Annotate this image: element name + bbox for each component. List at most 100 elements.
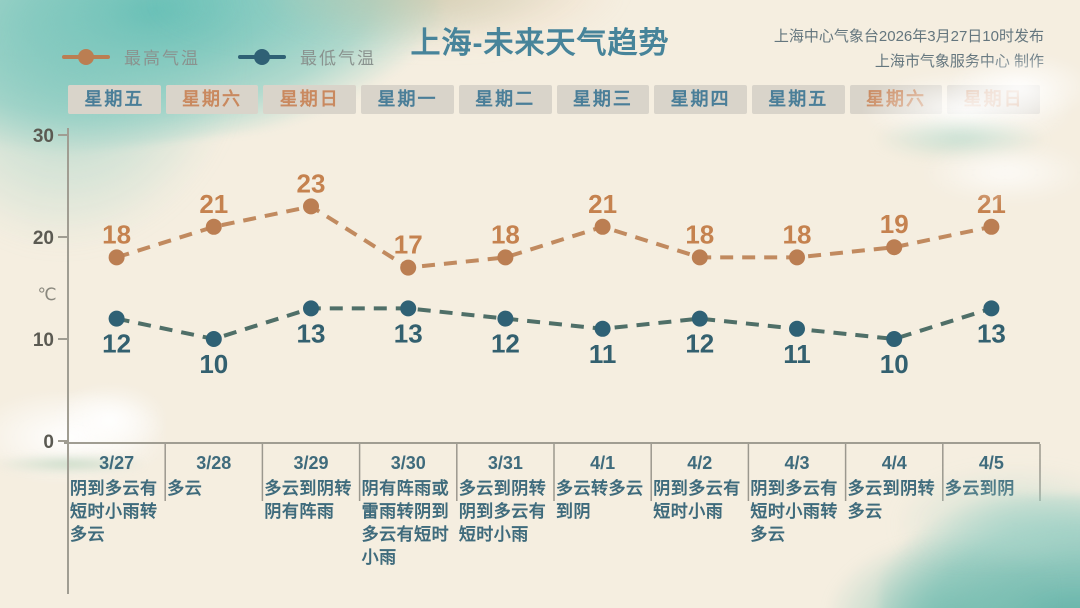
cloud-teal-wisp-decoration xyxy=(875,118,1045,160)
forecast-column: 4/3 阴到多云有短时小雨转多云 xyxy=(748,451,845,569)
forecast-column: 4/5 多云到阴 xyxy=(943,451,1040,569)
cloud-bottomleft-decoration xyxy=(55,385,165,455)
low-temp-point xyxy=(400,300,417,317)
forecast-text: 多云到阴转阴到多云有短时小雨 xyxy=(458,479,547,544)
forecast-date: 3/28 xyxy=(196,453,232,473)
low-temp-point xyxy=(691,310,708,327)
forecast-date: 4/4 xyxy=(881,453,907,473)
forecast-date: 4/2 xyxy=(687,453,713,473)
high-temp-point xyxy=(303,198,319,215)
forecast-text: 多云到阴转多云 xyxy=(847,479,936,521)
forecast-text: 阴到多云有短时小雨 xyxy=(653,479,741,521)
chart-legend: 最高气温 最低气温 xyxy=(62,44,376,69)
high-temp-point xyxy=(594,218,611,235)
y-axis-tick-label: 20 xyxy=(33,228,54,249)
source-line-issued: 上海中心气象台2026年3月27日10时发布 xyxy=(773,28,1044,45)
forecast-column: 3/29 多云到阴转阴有阵雨 xyxy=(262,451,359,569)
forecast-column: 4/2 阴到多云有短时小雨 xyxy=(651,451,748,569)
weekday-chip-weekend: 星期日 xyxy=(263,85,357,114)
weekday-chip-weekend: 星期日 xyxy=(947,85,1041,114)
source-info: 上海中心气象台2026年3月27日10时发布 上海市气象服务中心 制作 xyxy=(774,24,1044,74)
high-temp-point xyxy=(497,249,514,266)
forecast-text: 阴有阵雨或雷雨转阴到多云有短时小雨 xyxy=(361,479,450,567)
forecast-row: 3/27 阴到多云有短时小雨转多云 3/28 多云 3/29 多云到阴转阴有阵雨 3/30 阴… xyxy=(68,451,1040,569)
low-temp-line xyxy=(116,306,993,342)
high-temp-value-label: 17 xyxy=(394,230,423,260)
high-temp-point xyxy=(886,239,903,256)
high-temp-point xyxy=(691,249,708,266)
high-temp-point xyxy=(205,218,222,235)
low-temp-point xyxy=(886,331,903,347)
high-temp-point xyxy=(789,249,805,266)
cloud-topright-decoration xyxy=(925,145,1080,200)
forecast-date: 3/29 xyxy=(293,453,329,473)
weekday-chip-weekday: 星期三 xyxy=(556,85,650,114)
forecast-date: 3/30 xyxy=(390,453,426,473)
weekday-chip-weekday: 星期五 xyxy=(751,85,845,114)
low-temp-value-label: 11 xyxy=(783,339,811,369)
low-temp-point xyxy=(205,331,222,347)
low-temp-point xyxy=(303,300,319,317)
forecast-text: 多云转多云到阴 xyxy=(556,479,644,521)
forecast-column: 3/30 阴有阵雨或雷雨转阴到多云有短时小雨 xyxy=(360,451,457,569)
high-temp-line xyxy=(115,204,992,270)
low-temp-value-label: 12 xyxy=(685,329,714,359)
high-temp-value-label: 18 xyxy=(102,219,131,249)
low-temp-point xyxy=(789,320,805,337)
forecast-date: 3/31 xyxy=(487,453,523,473)
forecast-column: 3/27 阴到多云有短时小雨转多云 xyxy=(68,451,165,569)
low-temp-point xyxy=(983,300,1000,317)
y-axis-tick-label: 0 xyxy=(43,432,54,453)
forecast-column: 3/28 多云 xyxy=(165,451,262,569)
forecast-text: 阴到多云有短时小雨转多云 xyxy=(750,479,838,544)
legend-label: 最高气温 xyxy=(124,49,200,68)
y-axis-tick-label: 30 xyxy=(33,126,54,147)
low-temp-value-label: 13 xyxy=(394,318,423,348)
high-temp-legend-marker-icon xyxy=(62,48,110,65)
low-temp-point xyxy=(497,310,514,327)
legend-item-high-temp: 最高气温 xyxy=(62,44,200,69)
forecast-date: 4/5 xyxy=(978,453,1004,473)
weekday-chip-weekend: 星期六 xyxy=(165,85,259,114)
forecast-text: 多云 xyxy=(167,479,203,498)
high-temp-value-label: 18 xyxy=(783,219,812,249)
weekday-chip-weekday: 星期一 xyxy=(361,85,454,114)
forecast-column: 4/1 多云转多云到阴 xyxy=(554,451,651,569)
high-temp-value-label: 23 xyxy=(297,168,326,198)
weekday-chip-weekend: 星期六 xyxy=(849,85,943,114)
low-temp-value-label: 10 xyxy=(880,349,909,379)
high-temp-value-label: 18 xyxy=(685,219,714,249)
legend-label: 最低气温 xyxy=(300,49,376,68)
high-temp-value-label: 21 xyxy=(977,189,1006,219)
low-temp-point xyxy=(594,320,611,337)
weekday-chip-weekday: 星期五 xyxy=(68,85,161,114)
forecast-text: 多云到阴转阴有阵雨 xyxy=(264,479,352,521)
y-axis-unit-label: ℃ xyxy=(37,285,56,304)
forecast-date: 3/27 xyxy=(99,453,135,473)
weekday-header-row: 星期五 星期六 星期日 星期一 星期二 星期三 星期四 星期五 星期六 星期日 xyxy=(68,85,1041,114)
weekday-chip-weekday: 星期四 xyxy=(654,85,747,114)
source-line-producer: 上海市气象服务中心 制作 xyxy=(874,53,1044,70)
high-temp-value-label: 19 xyxy=(880,209,909,239)
low-temp-value-label: 11 xyxy=(589,339,617,369)
high-temp-point xyxy=(983,218,1000,235)
y-axis-tick-label: 10 xyxy=(33,330,54,351)
forecast-date: 4/1 xyxy=(590,453,616,473)
low-temp-value-label: 10 xyxy=(199,349,228,379)
low-temp-point xyxy=(108,310,125,327)
high-temp-point xyxy=(108,249,125,266)
low-temp-value-label: 12 xyxy=(102,329,131,359)
low-temp-value-label: 13 xyxy=(297,318,326,348)
high-temp-value-label: 18 xyxy=(491,219,520,249)
high-temp-value-label: 21 xyxy=(199,189,228,219)
forecast-text: 多云到阴 xyxy=(944,479,1015,498)
low-temp-legend-marker-icon xyxy=(238,48,286,65)
forecast-column: 4/4 多云到阴转多云 xyxy=(846,451,943,569)
weekday-chip-weekday: 星期二 xyxy=(458,85,552,114)
forecast-column: 3/31 多云到阴转阴到多云有短时小雨 xyxy=(457,451,554,569)
forecast-date: 4/3 xyxy=(784,453,810,473)
high-temp-point xyxy=(400,259,417,276)
low-temp-value-label: 13 xyxy=(977,318,1006,348)
low-temp-value-label: 12 xyxy=(491,329,520,359)
